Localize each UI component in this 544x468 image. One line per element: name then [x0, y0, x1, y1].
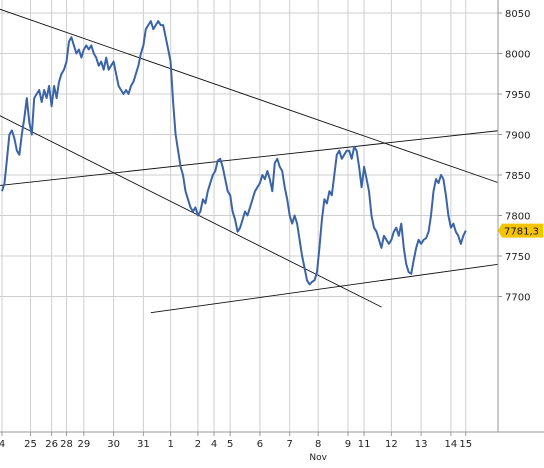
current-value-badge [498, 223, 543, 238]
x-tick-label: 2 [195, 439, 201, 450]
x-tick-label: 5 [227, 439, 233, 450]
x-tick-label: 4 [0, 439, 5, 450]
axes [0, 0, 544, 436]
price-line [1, 20, 467, 286]
grid-layer [0, 0, 498, 432]
y-tick-label: 8050 [505, 9, 530, 20]
y-tick-label: 7950 [505, 90, 530, 101]
y-tick-label: 7800 [505, 212, 530, 223]
trend-line [0, 130, 498, 186]
x-tick-label: 29 [77, 439, 90, 450]
price-series [1, 20, 467, 286]
x-tick-label: 28 [60, 439, 73, 450]
x-tick-label: 12 [385, 439, 398, 450]
x-tick-label: 8 [315, 439, 321, 450]
x-tick-label: 31 [137, 439, 150, 450]
x-tick-label: 6 [257, 439, 263, 450]
y-tick-label: 7900 [505, 131, 530, 142]
x-tick-label: 11 [358, 439, 371, 450]
x-tick-label: 9 [345, 439, 351, 450]
trend-line [150, 263, 498, 314]
x-tick-label: 13 [415, 439, 428, 450]
x-tick-label: 25 [24, 439, 37, 450]
x-tick-label: 7 [286, 439, 292, 450]
y-tick-label: 8000 [505, 50, 530, 61]
x-tick-label: 26 [45, 439, 58, 450]
y-tick-label: 7700 [505, 293, 530, 304]
x-tick-label: 15 [459, 439, 472, 450]
y-tick-label: 7850 [505, 171, 530, 182]
x-tick-label: 14 [445, 439, 458, 450]
x-tick-label: 4 [211, 439, 217, 450]
trend-line [0, 8, 498, 184]
current-value-label: 7781,3 [504, 227, 539, 238]
y-tick-label: 7750 [505, 252, 530, 263]
month-label: Nov [309, 453, 327, 463]
x-tick-label: 30 [107, 439, 120, 450]
x-tick-label: 1 [167, 439, 173, 450]
